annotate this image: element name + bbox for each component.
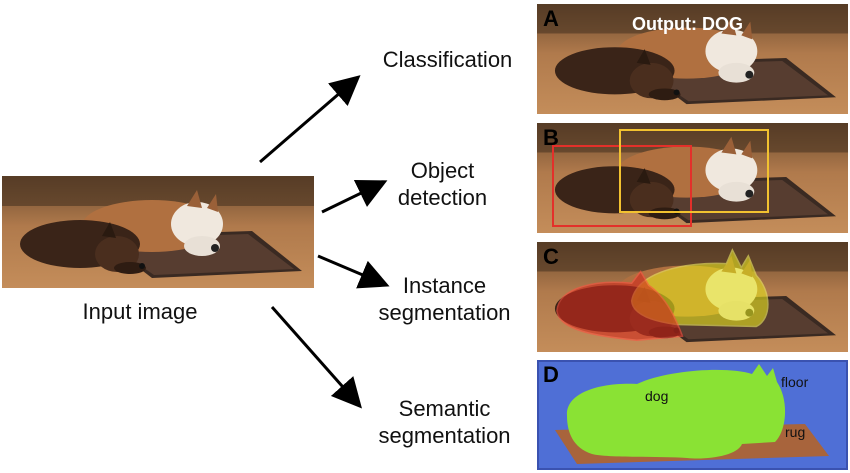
arrow-icon <box>317 254 390 289</box>
bounding-box-white-dog <box>619 129 769 213</box>
task-label-semantic-segmentation: Semantic segmentation <box>378 396 511 448</box>
class-label-floor: floor <box>781 374 809 390</box>
panel-letter-d: D <box>543 362 559 387</box>
class-label-dog: dog <box>645 388 669 404</box>
task-label-object-detection: Object detection <box>397 158 488 210</box>
input-image-label: Input image <box>82 299 198 324</box>
bounding-box-dark-dog <box>552 145 692 227</box>
arrow-icon <box>270 306 362 409</box>
panel-object-detection: B <box>537 123 848 233</box>
task-label-classification: Classification <box>382 47 513 72</box>
input-image <box>2 176 314 288</box>
instance-mask-dark-dog <box>556 270 684 341</box>
classification-output-text: Output: DOG <box>632 14 743 34</box>
panel-instance-segmentation: C <box>537 242 848 352</box>
panel-letter-c: C <box>543 244 559 269</box>
task-label-instance-segmentation: Instance segmentation <box>378 273 511 325</box>
panel-classification: A Output: DOG <box>537 4 848 114</box>
arrow-icon <box>259 75 361 164</box>
panel-letter-a: A <box>543 6 559 31</box>
panel-semantic-segmentation: D dog floor rug <box>537 360 848 470</box>
panel-letter-b: B <box>543 125 559 150</box>
arrow-icon <box>321 179 388 214</box>
dog-region <box>566 364 786 459</box>
class-label-rug: rug <box>785 424 806 440</box>
